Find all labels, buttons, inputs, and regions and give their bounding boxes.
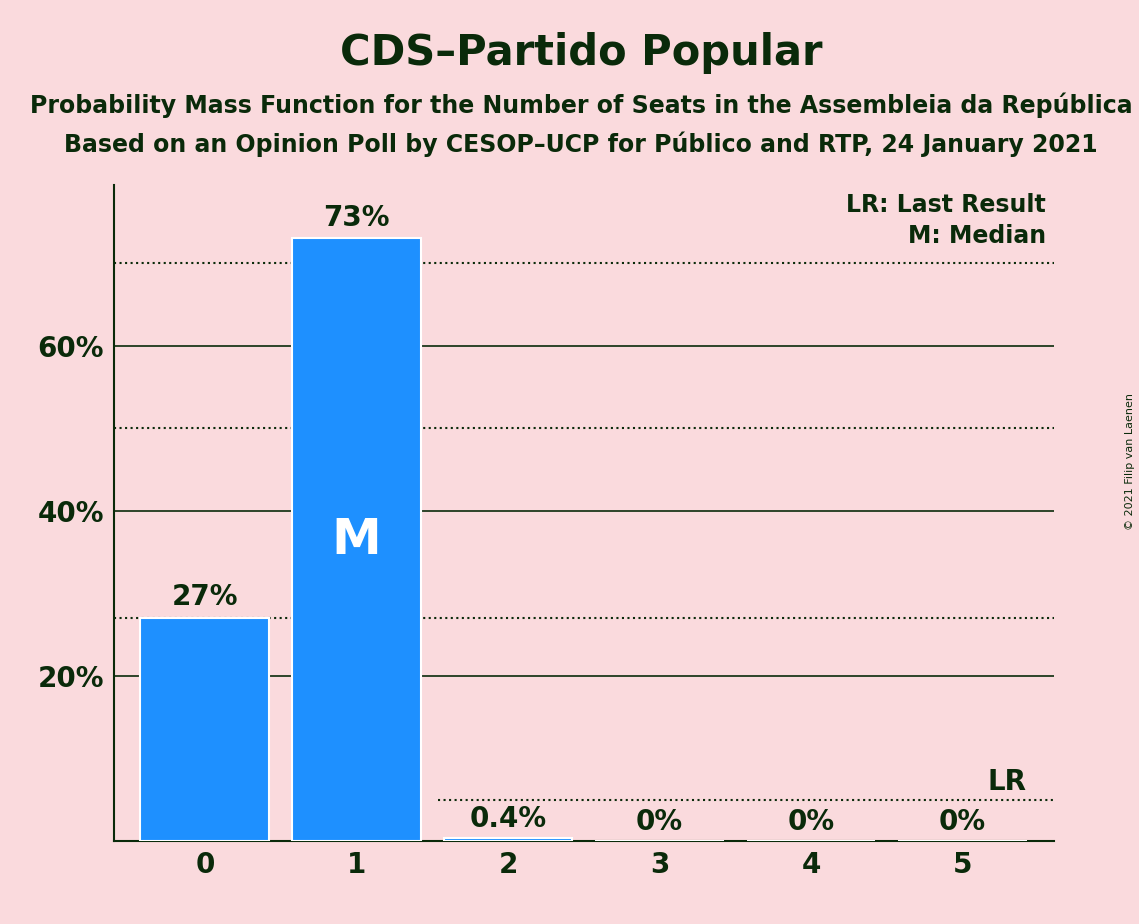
Text: 27%: 27% (172, 583, 238, 612)
Bar (292, 238, 420, 841)
Text: 0%: 0% (939, 808, 986, 836)
Text: © 2021 Filip van Laenen: © 2021 Filip van Laenen (1125, 394, 1134, 530)
Text: 73%: 73% (323, 204, 390, 232)
Bar (140, 618, 269, 841)
Text: Based on an Opinion Poll by CESOP–UCP for Público and RTP, 24 January 2021: Based on an Opinion Poll by CESOP–UCP fo… (64, 131, 1098, 157)
Text: M: M (331, 516, 382, 564)
Text: CDS–Partido Popular: CDS–Partido Popular (339, 32, 822, 74)
Bar (443, 837, 573, 841)
Text: 0%: 0% (787, 808, 835, 836)
Text: LR: LR (988, 768, 1026, 796)
Text: Probability Mass Function for the Number of Seats in the Assembleia da República: Probability Mass Function for the Number… (30, 92, 1132, 118)
Text: M: Median: M: Median (908, 224, 1046, 248)
Text: 0.4%: 0.4% (469, 806, 547, 833)
Text: 0%: 0% (636, 808, 683, 836)
Text: LR: Last Result: LR: Last Result (846, 193, 1046, 217)
